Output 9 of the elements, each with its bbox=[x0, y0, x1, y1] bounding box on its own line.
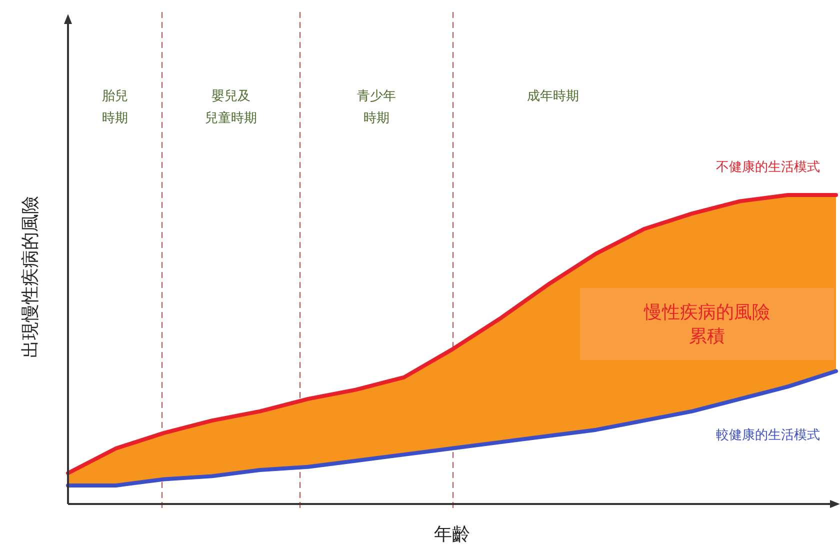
text: 成年時期 bbox=[527, 89, 579, 104]
text: 嬰兒及兒童時期 bbox=[205, 89, 257, 126]
text: 青少年時期 bbox=[357, 89, 396, 126]
series-label: 較健康的生活模式 bbox=[716, 428, 820, 444]
x-axis-title: 年齡 bbox=[434, 524, 470, 545]
series-label: 不健康的生活模式 bbox=[716, 160, 820, 176]
annotation: 慢性疾病的風險累積 bbox=[643, 302, 770, 347]
y-axis-title: 出現慢性疾病的風險 bbox=[20, 196, 41, 358]
text: 胎兒時期 bbox=[102, 89, 128, 126]
